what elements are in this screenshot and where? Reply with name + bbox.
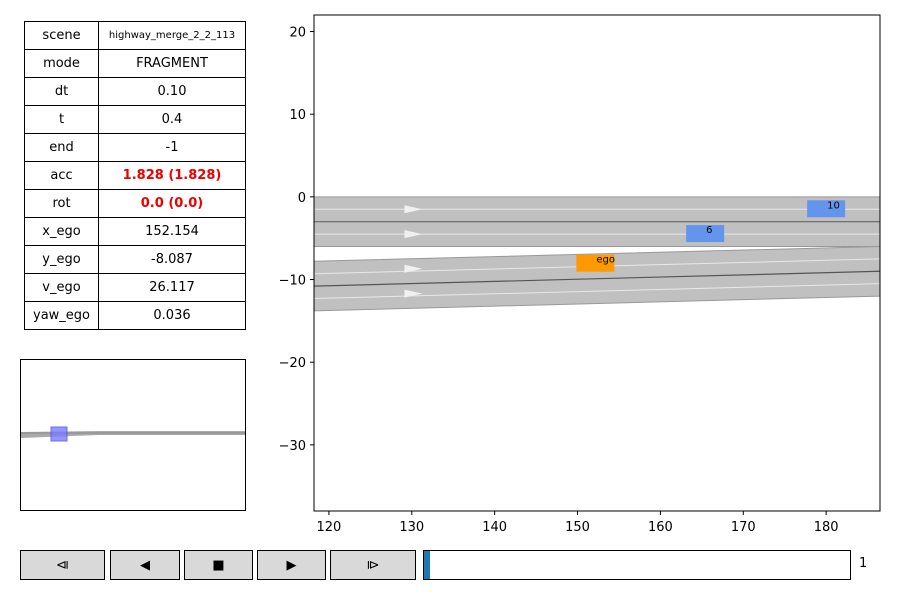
- info-row-v-ego: v_ego 26.117: [24, 273, 246, 302]
- merge-lane-divider: [313, 270, 881, 287]
- vehicle-label-6: 6: [706, 225, 712, 236]
- vehicle-ego: [576, 254, 615, 272]
- y-tick-label: 20: [289, 26, 306, 41]
- vehicle-layer: ego 6 10: [576, 200, 846, 272]
- vehicle-label-ego: ego: [596, 255, 615, 266]
- play-button[interactable]: ▶: [257, 550, 326, 580]
- info-key: yaw_ego: [24, 301, 99, 330]
- play-reverse-icon: ◀: [140, 557, 150, 573]
- direction-arrow-icon: [404, 205, 423, 214]
- play-reverse-button[interactable]: ◀: [110, 550, 180, 580]
- info-value: 0.0 (0.0): [98, 189, 246, 218]
- plot-frame: [313, 14, 881, 512]
- minimap-plot: [21, 426, 245, 442]
- x-tick-label: 180: [814, 520, 839, 535]
- y-tick-label: −10: [279, 274, 306, 289]
- direction-arrow-icon: [404, 289, 423, 298]
- step-back-button[interactable]: ⧏: [20, 550, 105, 580]
- info-key: v_ego: [24, 273, 99, 302]
- x-tick-label: 120: [317, 520, 342, 535]
- info-value: highway_merge_2_2_113: [98, 21, 246, 50]
- x-tick-label: 150: [565, 520, 590, 535]
- x-tick-label: 170: [731, 520, 756, 535]
- y-axis-ticks: 20 10 0 −10 −20 −30: [279, 26, 314, 454]
- frame-progress-slider[interactable]: [423, 550, 851, 580]
- info-value: 0.4: [98, 105, 246, 134]
- info-row-dt: dt 0.10: [24, 77, 246, 106]
- vehicle-10: [807, 200, 846, 218]
- play-icon: ▶: [286, 557, 297, 573]
- info-key: acc: [24, 161, 99, 190]
- direction-arrow-icon: [404, 264, 423, 273]
- y-tick-label: 0: [298, 191, 306, 206]
- frame-progress-fill: [424, 551, 430, 579]
- y-tick-label: −20: [279, 356, 306, 371]
- main-plot: ego 6 10 120 130 140 150 160 170 180 20 10 0 −10 −20…: [279, 14, 881, 535]
- vehicle-6: [686, 225, 725, 243]
- frame-number: 1: [859, 556, 868, 571]
- minimap: [20, 359, 246, 511]
- info-row-x-ego: x_ego 152.154: [24, 217, 246, 246]
- info-row-scene: scene highway_merge_2_2_113: [24, 21, 246, 50]
- y-tick-label: −30: [279, 439, 306, 454]
- step-back-icon: ⧏: [56, 557, 69, 573]
- info-row-end: end -1: [24, 133, 246, 162]
- vehicle-label-10: 10: [827, 200, 840, 211]
- step-forward-button[interactable]: ⧐: [330, 550, 416, 580]
- y-tick-label: 10: [289, 108, 306, 123]
- x-tick-label: 140: [482, 520, 507, 535]
- info-value: 0.036: [98, 301, 246, 330]
- x-tick-label: 130: [399, 520, 424, 535]
- info-table: scene highway_merge_2_2_113 mode FRAGMENT dt…: [24, 21, 246, 330]
- x-tick-label: 160: [648, 520, 673, 535]
- stop-button[interactable]: ■: [184, 550, 253, 580]
- step-forward-icon: ⧐: [366, 557, 380, 573]
- info-row-yaw-ego: yaw_ego 0.036: [24, 301, 246, 330]
- info-row-y-ego: y_ego -8.087: [24, 245, 246, 274]
- info-row-acc: acc 1.828 (1.828): [24, 161, 246, 190]
- info-key: scene: [24, 21, 99, 50]
- stop-icon: ■: [212, 557, 225, 573]
- info-key: dt: [24, 77, 99, 106]
- info-key: t: [24, 105, 99, 134]
- minimap-viewport-marker[interactable]: [50, 426, 68, 442]
- info-key: x_ego: [24, 217, 99, 246]
- info-row-t: t 0.4: [24, 105, 246, 134]
- info-key: y_ego: [24, 245, 99, 274]
- direction-arrow-icon: [404, 230, 423, 239]
- x-axis-ticks: 120 130 140 150 160 170 180: [317, 511, 839, 535]
